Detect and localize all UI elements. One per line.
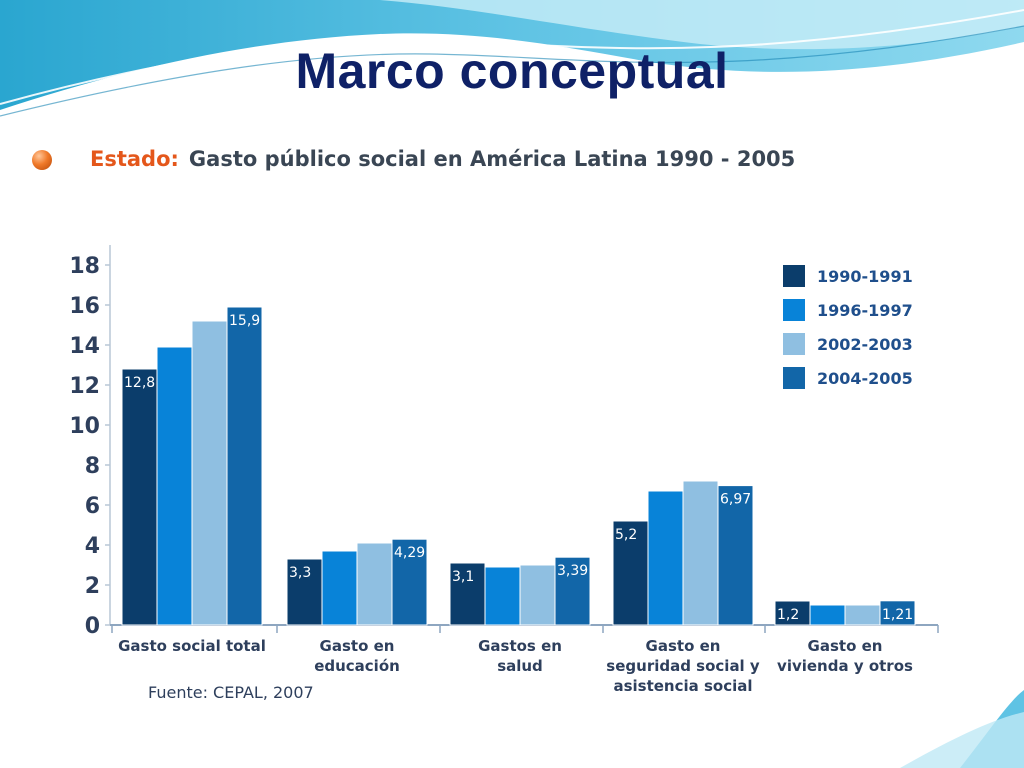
x-category-label: vivienda y otros — [777, 657, 913, 675]
data-label: 5,2 — [615, 527, 637, 543]
y-tick-label: 16 — [69, 294, 100, 319]
y-tick-label: 14 — [69, 334, 100, 359]
bar — [774, 600, 811, 626]
orange-bullet-icon — [32, 150, 52, 170]
x-category-label: Gasto social total — [118, 637, 266, 655]
top-wave-light — [380, 0, 1024, 50]
x-category-label: asistencia social — [613, 677, 752, 695]
slide-title: Marco conceptual — [295, 43, 729, 99]
data-label: 12,8 — [124, 375, 155, 391]
chart-heading-text: Gasto público social en América Latina 1… — [188, 147, 796, 171]
y-tick-label: 12 — [69, 374, 100, 399]
legend-swatch — [783, 333, 805, 355]
legend-label: 2004-2005 — [817, 369, 913, 388]
bar — [879, 600, 916, 626]
legend-label: 2002-2003 — [817, 335, 913, 354]
bar — [121, 368, 158, 626]
chart-heading-row: Estado: Gasto público social en América L… — [32, 142, 795, 176]
bar — [391, 538, 428, 626]
y-tick-label: 6 — [85, 494, 100, 519]
y-tick-label: 18 — [69, 254, 100, 279]
x-category-label: seguridad social y — [606, 657, 760, 675]
data-label: 1,2 — [777, 607, 799, 623]
bar — [844, 604, 881, 626]
bar — [449, 562, 486, 626]
bar — [682, 480, 719, 626]
x-category-label: Gastos en — [478, 637, 562, 655]
source-note: Fuente: CEPAL, 2007 — [148, 683, 314, 702]
bar — [356, 542, 393, 626]
data-label: 3,3 — [289, 565, 311, 581]
x-category-label: Gasto en — [646, 637, 721, 655]
legend-label: 1996-1997 — [817, 301, 913, 320]
legend-swatch — [783, 299, 805, 321]
top-wave-line — [0, 9, 1024, 105]
data-label: 3,1 — [452, 569, 474, 585]
bar — [717, 485, 754, 626]
x-category-label: Gasto en — [320, 637, 395, 655]
y-tick-label: 0 — [85, 614, 100, 639]
data-label: 3,39 — [557, 563, 588, 579]
bar — [519, 564, 556, 626]
legend-swatch — [783, 367, 805, 389]
data-label: 15,9 — [229, 313, 260, 329]
x-category-label: educación — [314, 657, 400, 675]
y-tick-label: 8 — [85, 454, 100, 479]
bar — [191, 320, 228, 626]
data-label: 6,97 — [720, 492, 751, 508]
bar — [156, 346, 193, 626]
legend-swatch — [783, 265, 805, 287]
data-label: 1,21 — [882, 607, 913, 623]
corner-wave-light — [900, 712, 1024, 768]
data-label: 4,29 — [394, 545, 425, 561]
top-wave-line-2 — [0, 25, 1024, 117]
bar — [647, 490, 684, 626]
y-tick-label: 4 — [85, 534, 100, 559]
x-category-label: salud — [497, 657, 543, 675]
chart-heading-lead: Estado: — [90, 147, 179, 171]
x-category-label: Gasto en — [808, 637, 883, 655]
legend-label: 1990-1991 — [817, 267, 913, 286]
chart-heading: Estado: Gasto público social en América L… — [90, 147, 795, 171]
bar — [809, 604, 846, 626]
bar — [321, 550, 358, 626]
bar — [484, 566, 521, 626]
bar — [226, 306, 263, 626]
y-tick-label: 10 — [69, 414, 100, 439]
bar — [554, 556, 591, 626]
y-tick-label: 2 — [85, 574, 100, 599]
